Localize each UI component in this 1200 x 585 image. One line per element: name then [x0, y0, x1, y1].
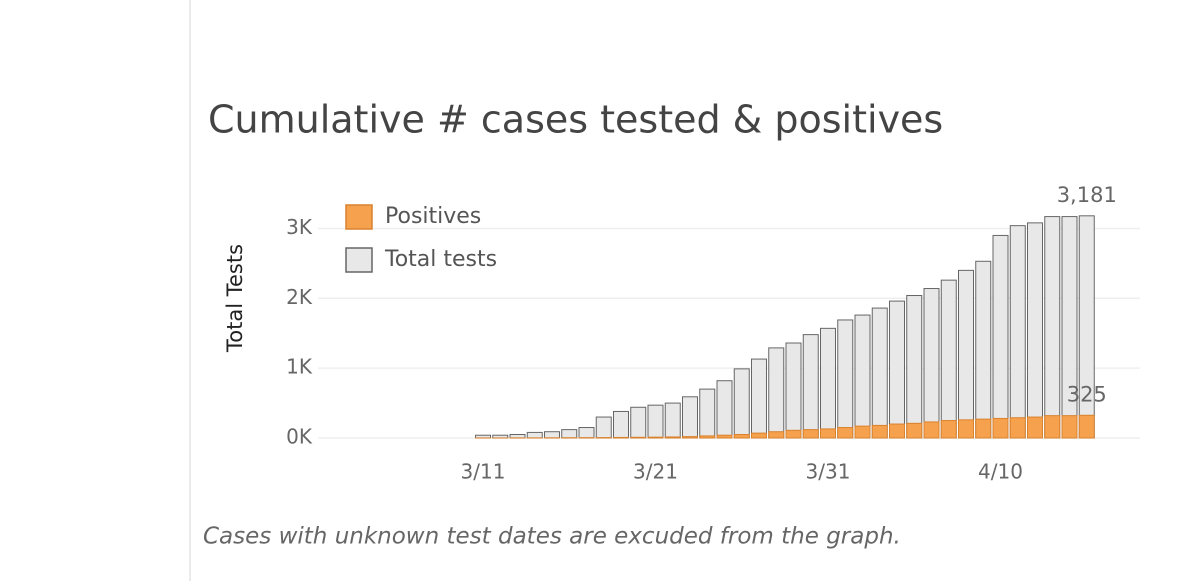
x-tick-label: 3/11: [461, 460, 506, 484]
bar: [1028, 417, 1043, 438]
data-label: 3,181: [1057, 183, 1117, 207]
bar: [734, 435, 749, 438]
bar: [976, 261, 991, 438]
bar: [821, 429, 836, 438]
legend-label: Total tests: [384, 247, 497, 272]
bar: [648, 437, 663, 438]
bar: [631, 437, 646, 438]
y-tick-label: 0K: [286, 425, 313, 449]
bar: [838, 320, 853, 438]
bar: [924, 289, 939, 438]
x-tick-label: 4/10: [978, 460, 1023, 484]
bar: [872, 425, 887, 438]
bar: [803, 430, 818, 438]
bar: [1045, 217, 1060, 438]
bar: [1045, 416, 1060, 438]
bar: [924, 422, 939, 438]
bar: [993, 418, 1008, 438]
bar: [1010, 226, 1025, 438]
bar: [821, 328, 836, 438]
bar: [1062, 416, 1077, 438]
bar: [752, 359, 767, 438]
legend-label: Positives: [385, 204, 481, 229]
y-tick-label: 2K: [286, 285, 313, 309]
bar: [907, 423, 922, 438]
bar: [545, 432, 560, 438]
x-tick-label: 3/31: [806, 460, 851, 484]
bar: [1010, 418, 1025, 438]
bar: [665, 403, 680, 438]
bar: [941, 280, 956, 438]
bar: [631, 407, 646, 438]
bar: [683, 437, 698, 438]
bar: [976, 419, 991, 438]
y-axis-title: Total Tests: [223, 244, 247, 353]
bar: [890, 301, 905, 438]
bar: [959, 420, 974, 438]
y-tick-label: 1K: [286, 355, 313, 379]
footnote: Cases with unknown test dates are excude…: [203, 524, 901, 550]
bar: [614, 437, 629, 438]
bar: [907, 296, 922, 438]
bar: [700, 389, 715, 438]
bar: [596, 417, 611, 438]
bar: [648, 405, 663, 438]
bar: [562, 430, 577, 438]
bar: [665, 437, 680, 438]
bar: [700, 436, 715, 438]
bar: [786, 430, 801, 438]
legend-swatch: [346, 205, 372, 229]
chart-title: Cumulative # cases tested & positives: [208, 98, 943, 142]
bar: [527, 432, 542, 438]
bar: [1028, 223, 1043, 438]
bar: [890, 424, 905, 438]
bar: [803, 335, 818, 438]
bar: [769, 348, 784, 438]
bar: [838, 428, 853, 438]
bar: [959, 270, 974, 438]
bar: [579, 428, 594, 438]
bar: [872, 308, 887, 438]
data-label: 325: [1067, 382, 1107, 406]
bar: [717, 435, 732, 438]
bar: [734, 369, 749, 438]
bar: [614, 411, 629, 438]
bar: [786, 343, 801, 438]
y-tick-label: 3K: [286, 215, 313, 239]
bar: [769, 432, 784, 438]
bar: [941, 421, 956, 438]
bar: [1079, 415, 1094, 438]
x-tick-label: 3/21: [633, 460, 678, 484]
bar: [717, 381, 732, 438]
bar: [752, 433, 767, 438]
bar: [855, 315, 870, 438]
bar: [683, 397, 698, 438]
bar: [993, 235, 1008, 438]
legend-swatch: [346, 248, 372, 272]
bar: [855, 426, 870, 438]
